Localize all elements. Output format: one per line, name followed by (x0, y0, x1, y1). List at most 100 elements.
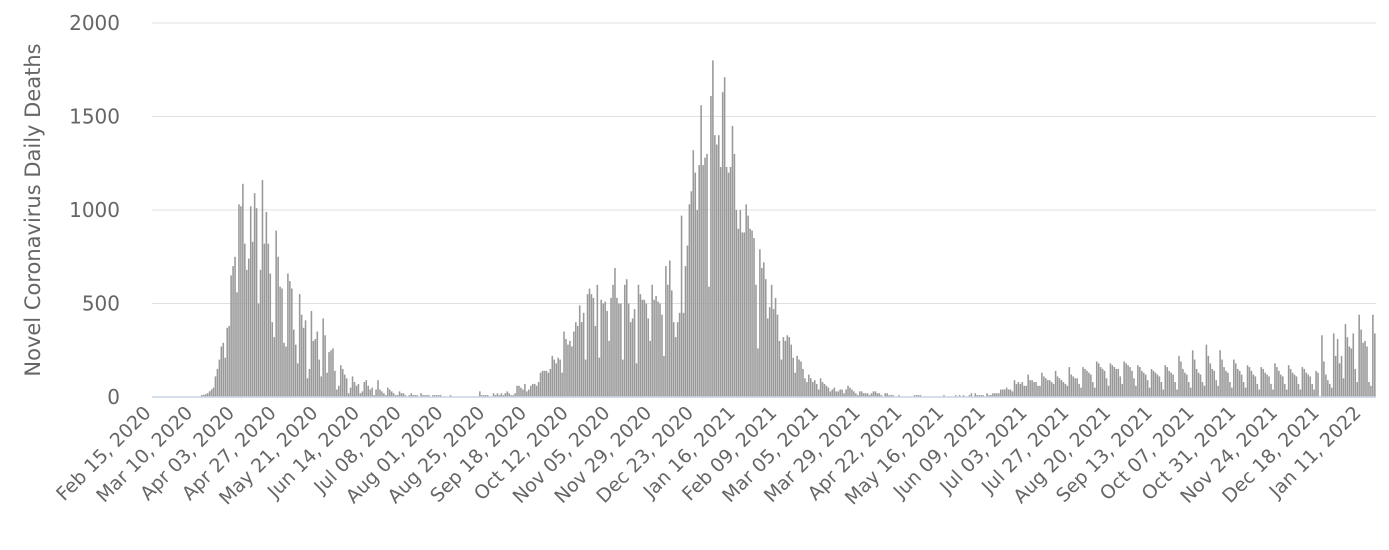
bar (1340, 355, 1343, 397)
bar (625, 279, 628, 397)
bar (880, 395, 883, 397)
bar (682, 312, 685, 397)
bar (1280, 374, 1282, 397)
bar (1338, 363, 1341, 397)
bar (375, 389, 377, 397)
bar (1117, 368, 1120, 397)
bar (919, 395, 922, 397)
bar (496, 393, 499, 397)
bar (1303, 368, 1306, 397)
bar (1005, 387, 1008, 397)
bar (424, 395, 426, 397)
bar (246, 269, 248, 397)
bar (1235, 363, 1237, 397)
bar (1060, 380, 1063, 397)
bar (786, 335, 789, 397)
bar (618, 303, 620, 397)
bar (1046, 380, 1049, 397)
bar (800, 361, 802, 397)
bar (1301, 367, 1304, 397)
bar (1050, 382, 1053, 397)
bar (698, 165, 700, 397)
bar (322, 318, 324, 397)
bar (312, 340, 315, 397)
bar (481, 395, 483, 397)
bar (1176, 389, 1178, 397)
bar (1058, 378, 1061, 397)
bar (573, 331, 575, 397)
bar (1287, 365, 1290, 397)
bar (269, 273, 272, 397)
bar (968, 395, 971, 397)
bar (347, 393, 350, 397)
bar (757, 348, 759, 397)
bar (1146, 380, 1149, 397)
bar (202, 394, 205, 397)
bar (1307, 374, 1310, 397)
bar (823, 383, 826, 397)
bar (569, 340, 571, 397)
bar (982, 395, 984, 397)
bar (1225, 370, 1227, 397)
bar (1033, 382, 1035, 397)
bar (817, 389, 820, 397)
bar (537, 382, 540, 397)
bar (1062, 382, 1065, 397)
bar (1001, 389, 1004, 397)
bar (665, 266, 667, 397)
bar (999, 389, 1002, 397)
bar (238, 204, 240, 397)
bar (336, 389, 338, 397)
bar (616, 297, 618, 397)
bar (821, 382, 824, 397)
y-tick-label: 1000 (69, 198, 120, 222)
bar (529, 385, 532, 397)
bar (731, 125, 734, 397)
bar (1105, 378, 1108, 397)
bar (1156, 374, 1159, 397)
bar (1119, 376, 1122, 397)
bar (216, 368, 219, 397)
bar (1115, 368, 1118, 397)
bar (870, 393, 873, 397)
bar (1092, 382, 1094, 397)
bar (551, 355, 554, 397)
bar (845, 389, 847, 397)
bar (623, 284, 626, 397)
y-axis-ticks: 0 500 1000 1500 2000 (69, 11, 120, 409)
bar (1197, 372, 1200, 397)
bar (994, 393, 996, 397)
bar (1186, 374, 1188, 397)
bar (943, 395, 945, 397)
bar (857, 395, 859, 397)
bar (849, 387, 851, 397)
bar (324, 335, 326, 397)
bar (606, 310, 608, 397)
bar (426, 395, 428, 397)
bar (1207, 355, 1210, 397)
bar (1297, 383, 1300, 397)
bar (696, 210, 699, 397)
bar (1264, 372, 1266, 397)
bar (1330, 387, 1333, 397)
bar (285, 346, 287, 397)
bar (802, 368, 804, 397)
bar (296, 363, 299, 397)
bar (590, 294, 593, 397)
bar (651, 284, 653, 397)
bar (1191, 350, 1194, 397)
bar (575, 322, 577, 397)
bar (721, 92, 724, 397)
bar (449, 395, 452, 397)
bar (727, 172, 730, 397)
bar (1054, 370, 1057, 397)
bar (234, 256, 236, 397)
bar (283, 342, 285, 397)
bar (1150, 368, 1153, 397)
bar (294, 344, 297, 397)
bar (600, 299, 603, 397)
bar (259, 269, 262, 397)
bar (659, 303, 661, 397)
bar (1209, 363, 1212, 397)
